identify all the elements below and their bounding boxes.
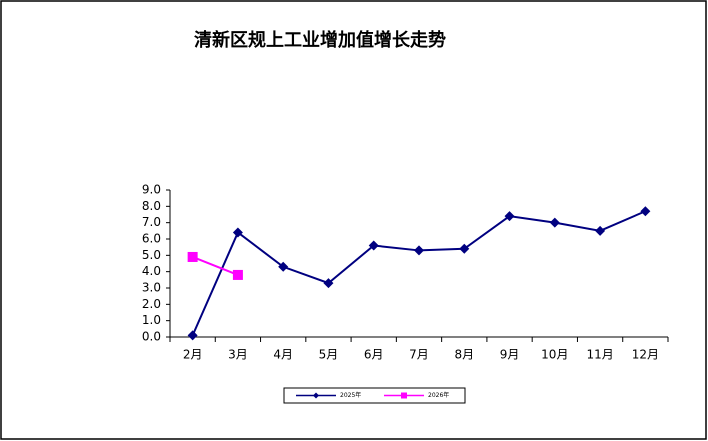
- x-tick-label: 7月: [409, 348, 429, 362]
- marker: [549, 217, 560, 228]
- marker: [323, 278, 334, 289]
- legend-box: [283, 387, 466, 404]
- marker: [459, 243, 470, 254]
- series-line: [192, 256, 239, 276]
- x-tick-label: 3月: [228, 348, 248, 362]
- y-tick-label: 7.0: [142, 215, 161, 229]
- marker: [504, 211, 515, 222]
- y-tick-label: 5.0: [142, 248, 161, 262]
- x-tick-label: 5月: [319, 348, 339, 362]
- marker: [595, 225, 606, 236]
- y-tick-label: 2.0: [142, 297, 161, 311]
- marker: [401, 392, 407, 399]
- x-tick-label: 6月: [364, 348, 384, 362]
- y-tick-label: 1.0: [142, 313, 161, 327]
- x-tick-label: 12月: [632, 348, 659, 362]
- marker: [232, 269, 243, 280]
- marker: [232, 227, 243, 238]
- marker: [640, 206, 651, 217]
- marker: [414, 245, 424, 256]
- y-tick-label: 4.0: [142, 264, 161, 278]
- x-tick-label: 11月: [586, 348, 613, 362]
- x-tick-label: 10月: [541, 348, 568, 362]
- x-tick-label: 4月: [273, 348, 293, 362]
- x-tick-label: 9月: [500, 348, 520, 362]
- y-tick-label: 0.0: [142, 330, 161, 344]
- legend-label: 2026年: [428, 391, 449, 399]
- y-tick-label: 9.0: [142, 183, 161, 197]
- y-tick-label: 6.0: [142, 232, 161, 246]
- marker: [187, 251, 198, 262]
- y-tick-label: 8.0: [142, 199, 161, 213]
- marker: [313, 392, 319, 399]
- legend-label: 2025年: [340, 391, 361, 399]
- marker: [187, 330, 198, 341]
- marker: [278, 261, 289, 272]
- marker: [368, 240, 379, 251]
- x-tick-label: 2月: [183, 348, 203, 362]
- y-tick-label: 3.0: [142, 281, 161, 295]
- x-tick-label: 8月: [454, 348, 474, 362]
- chart-title: 清新区规上工业增加值增长走势: [194, 29, 446, 51]
